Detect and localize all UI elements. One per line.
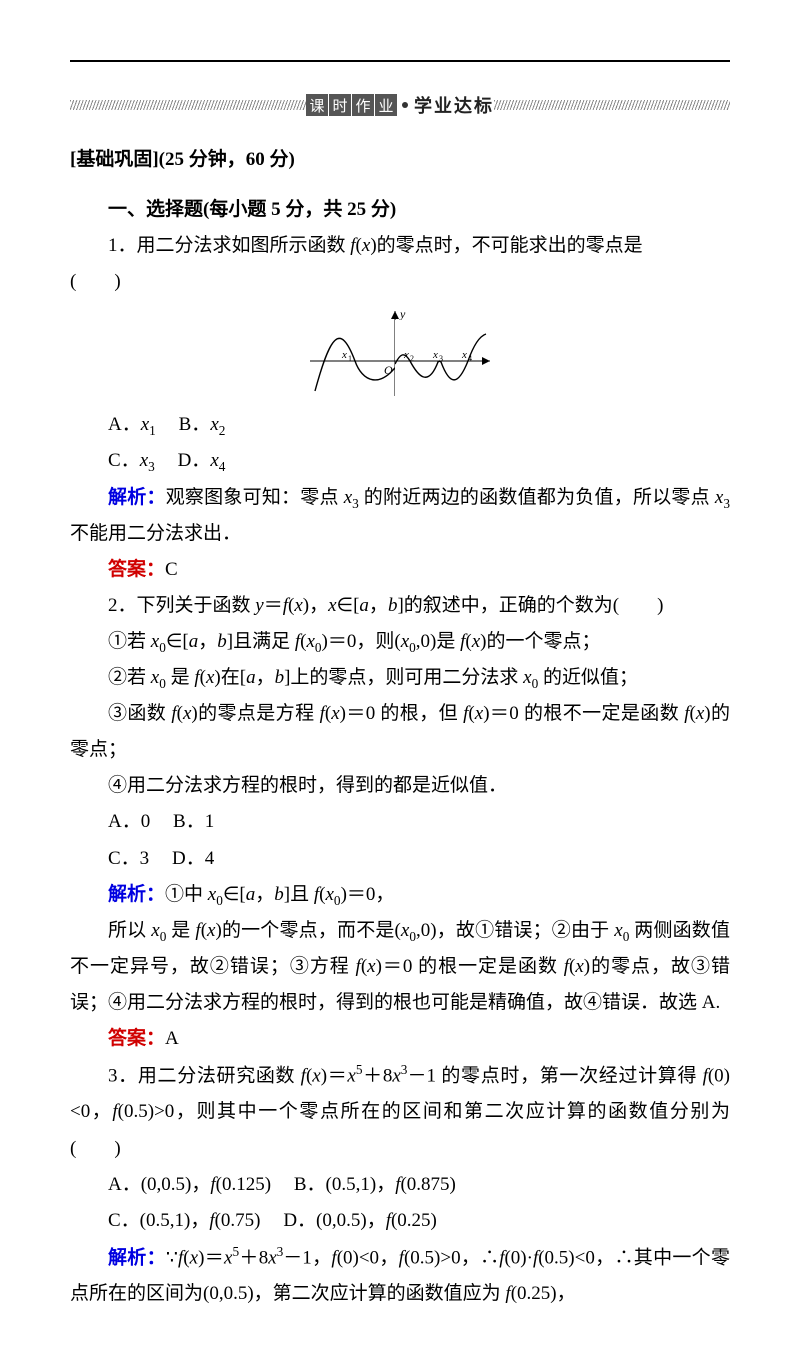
analysis-label: 解析： <box>108 1247 166 1268</box>
banner-box: 课 时 作 业 <box>306 94 398 116</box>
answer-label: 答案： <box>108 559 165 580</box>
q2-analysis-line1: 解析：①中 x0∈[a，b]且 f(x0)＝0， <box>70 877 730 913</box>
worksheet-title: [基础巩固](25 分钟，60 分) <box>70 142 730 178</box>
banner-dot-icon <box>402 102 408 108</box>
analysis-label: 解析： <box>108 487 166 508</box>
svg-text:x: x <box>341 349 347 361</box>
q2-answer-value: A <box>165 1028 179 1049</box>
svg-text:x: x <box>432 349 438 361</box>
banner-char: 业 <box>375 94 397 116</box>
q2-options-row2: C．3D．4 <box>70 841 730 877</box>
q2-item1: ①若 x0∈[a，b]且满足 f(x0)＝0，则(x0,0)是 f(x)的一个零… <box>70 624 730 660</box>
banner-hatch-left <box>70 100 306 110</box>
q1-options-row2: C．x3D．x4 <box>70 443 730 479</box>
svg-text:1: 1 <box>348 354 352 363</box>
q1-answer-value: C <box>165 559 178 580</box>
analysis-label: 解析： <box>108 884 165 905</box>
banner-char: 课 <box>306 94 328 116</box>
svg-text:x: x <box>461 349 467 361</box>
q1-figure: x y O x1 x2 x3 x4 <box>300 306 500 401</box>
banner-right-text: 学业达标 <box>414 92 494 118</box>
banner-char: 作 <box>352 94 374 116</box>
q1-analysis: 解析：观察图象可知：零点 x3 的附近两边的函数值都为负值，所以零点 x3 不能… <box>70 480 730 552</box>
answer-label: 答案： <box>108 1028 165 1049</box>
banner-center: 课 时 作 业 学业达标 <box>306 92 494 118</box>
q3-options-row1: A．(0,0.5)，f(0.125)B．(0.5,1)，f(0.875) <box>70 1167 730 1203</box>
q2-answer: 答案：A <box>70 1021 730 1057</box>
q2-options-row1: A．0B．1 <box>70 804 730 840</box>
svg-text:4: 4 <box>468 354 472 363</box>
page: 课 时 作 业 学业达标 [基础巩固](25 分钟，60 分) 一、选择题(每小… <box>0 0 800 1352</box>
svg-text:y: y <box>399 307 406 321</box>
spacer <box>70 178 730 192</box>
title-prefix: [基础巩固] <box>70 149 159 170</box>
q3-options-row2: C．(0.5,1)，f(0.75)D．(0,0.5)，f(0.25) <box>70 1203 730 1239</box>
q1-options-row1: A．x1B．x2 <box>70 407 730 443</box>
banner-hatch-right <box>494 100 730 110</box>
q2-analysis-rest: 所以 x0 是 f(x)的一个零点，而不是(x0,0)，故①错误；②由于 x0 … <box>70 913 730 1021</box>
svg-text:x: x <box>403 349 409 361</box>
q2-stem: 2．下列关于函数 y＝f(x)，x∈[a，b]的叙述中，正确的个数为( ) <box>70 588 730 624</box>
q1-stem-line2: ( ) <box>70 264 730 300</box>
q2-item4: ④用二分法求方程的根时，得到的都是近似值． <box>70 768 730 804</box>
top-rule <box>70 60 730 62</box>
banner-char: 时 <box>329 94 351 116</box>
q1-stem-line1: 1．用二分法求如图所示函数 f(x)的零点时，不可能求出的零点是 <box>70 228 730 264</box>
q2-item3: ③函数 f(x)的零点是方程 f(x)＝0 的根，但 f(x)＝0 的根不一定是… <box>70 696 730 768</box>
svg-text:2: 2 <box>410 354 414 363</box>
title-time: (25 分钟，60 分) <box>159 149 295 170</box>
section-banner: 课 时 作 业 学业达标 <box>70 92 730 118</box>
q3-stem: 3．用二分法研究函数 f(x)＝x5＋8x3－1 的零点时，第一次经过计算得 f… <box>70 1057 730 1167</box>
q2-item2: ②若 x0 是 f(x)在[a，b]上的零点，则可用二分法求 x0 的近似值； <box>70 660 730 696</box>
q3-analysis: 解析：∵f(x)＝x5＋8x3－1，f(0)<0，f(0.5)>0，∴f(0)·… <box>70 1239 730 1313</box>
section-heading: 一、选择题(每小题 5 分，共 25 分) <box>70 192 730 228</box>
svg-text:3: 3 <box>439 354 443 363</box>
q1-answer: 答案：C <box>70 552 730 588</box>
